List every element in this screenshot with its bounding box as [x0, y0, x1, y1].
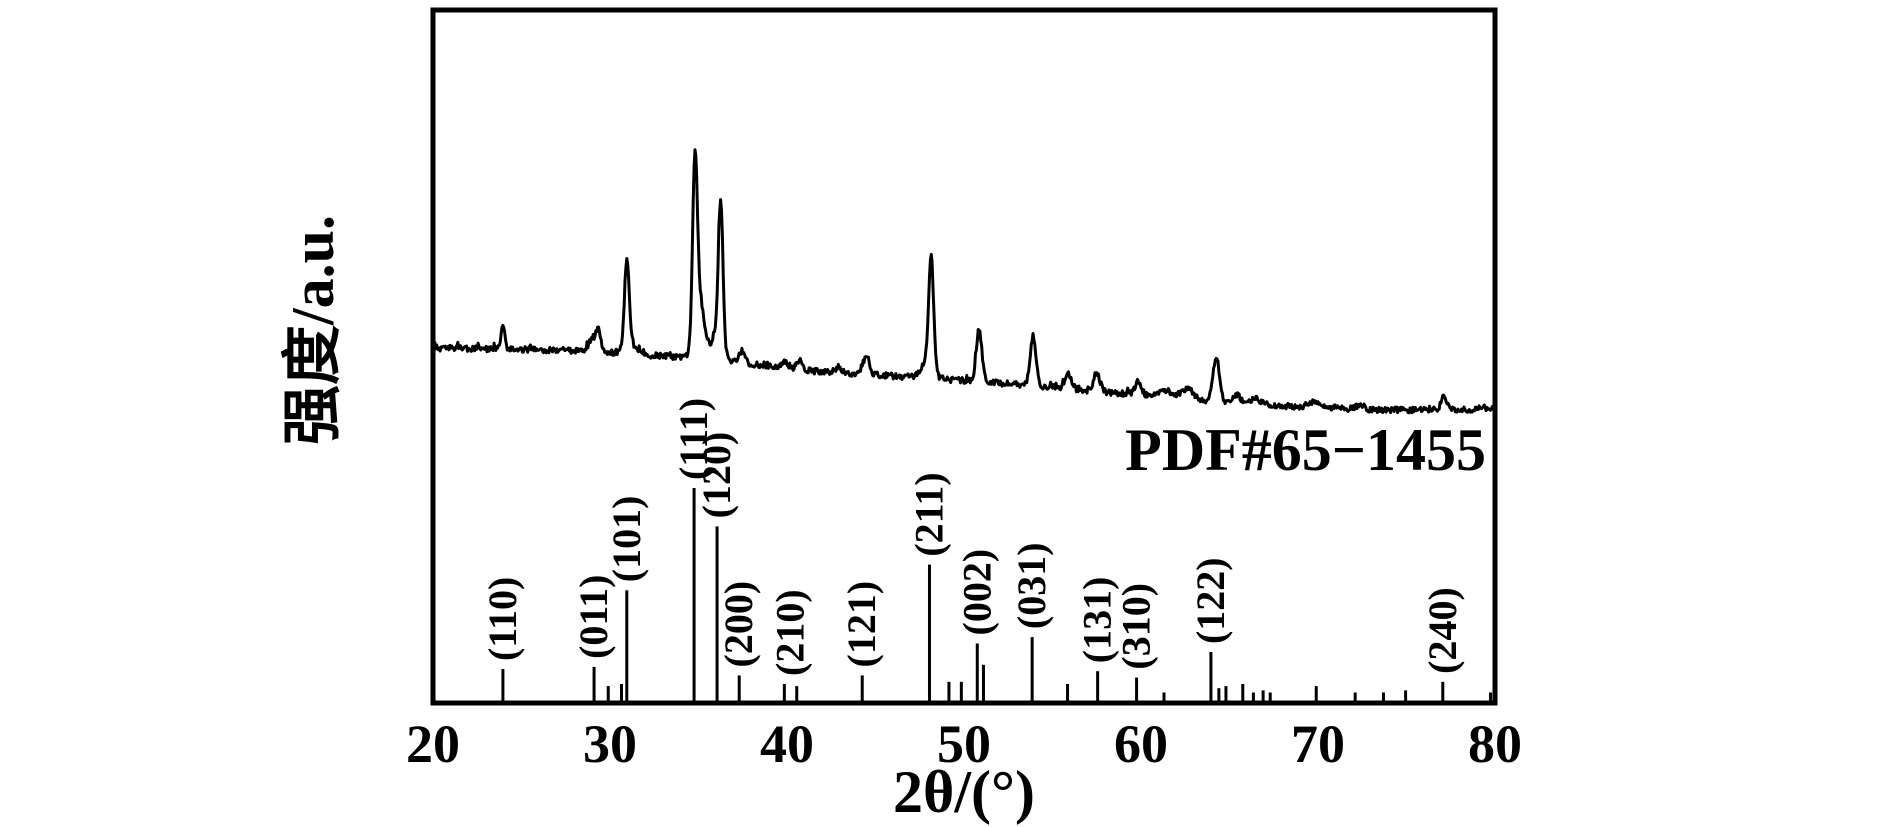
x-axis-title: 2θ/(°): [893, 759, 1035, 825]
x-tick-label: 30: [583, 714, 637, 774]
x-tick-label: 20: [406, 714, 460, 774]
hkl-label: (210): [768, 589, 813, 676]
hkl-label: (200): [716, 581, 761, 668]
plot-border: [430, 7, 1498, 706]
hkl-label: (110): [480, 577, 525, 661]
hkl-label: (121): [839, 581, 884, 668]
hkl-label: (131): [1075, 577, 1120, 664]
hkl-label: (031): [1009, 542, 1054, 629]
y-axis-title: 强度/a.u.: [280, 215, 346, 445]
hkl-label: (211): [906, 472, 951, 556]
hkl-label: (122): [1188, 557, 1233, 644]
x-axis-tick-labels: 20 30 40 50 60 70 80: [406, 714, 1522, 774]
x-tick-label: 70: [1291, 714, 1345, 774]
hkl-label: (002): [954, 549, 999, 636]
x-tick-label: 50: [937, 714, 991, 774]
hkl-label: (011): [571, 574, 616, 658]
hkl-label: (310): [1114, 583, 1159, 670]
measured-trace: [435, 148, 1493, 415]
hkl-labels: (110) (011)(101) (111)(120) (200) (210) (121)…: [480, 398, 1465, 676]
reference-card-number: PDF#65−1455: [1125, 417, 1486, 483]
x-tick-label: 60: [1114, 714, 1168, 774]
x-tick-label: 80: [1468, 714, 1522, 774]
reference-sticks: [501, 488, 1493, 701]
hkl-label: (240): [1420, 587, 1465, 674]
hkl-label: (101): [604, 496, 649, 583]
hkl-label: (120): [694, 432, 739, 519]
xrd-trace-path: [435, 148, 1493, 415]
x-tick-label: 40: [760, 714, 814, 774]
hkl-label: (111): [671, 398, 716, 480]
